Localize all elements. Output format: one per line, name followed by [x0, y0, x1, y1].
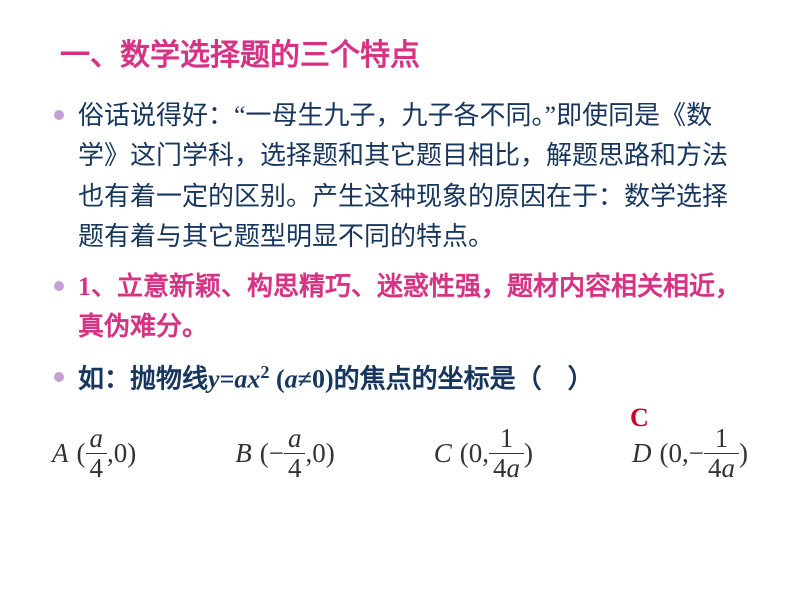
option-coord: (0,−14a): [660, 424, 748, 484]
math-cond-open: (: [269, 364, 284, 393]
example-suffix: 的焦点的坐标是（ ）: [334, 364, 594, 393]
math-cond-ne: ≠: [298, 364, 312, 393]
option-label: C: [434, 438, 452, 469]
option-label: B: [235, 438, 252, 469]
option-coord: (a4,0): [77, 424, 137, 484]
option-coord: (0,14a): [460, 424, 533, 484]
math-eq: =: [220, 364, 235, 393]
bullet-dot-icon: [54, 281, 64, 291]
slide-title: 一、数学选择题的三个特点: [60, 30, 750, 74]
math-cond-zero: 0): [312, 364, 334, 393]
math-a: a: [234, 364, 247, 393]
option-a: A (a4,0): [52, 424, 136, 484]
option-coord: (−a4,0): [260, 424, 335, 484]
option-label: D: [632, 438, 652, 469]
math-x: x: [247, 364, 260, 393]
example-prefix: 如：抛物线: [78, 364, 208, 393]
option-b: B (−a4,0): [235, 424, 334, 484]
math-y: y: [208, 364, 220, 393]
math-cond-a: a: [285, 364, 298, 393]
point-1: 1、立意新颖、构思精巧、迷惑性强，题材内容相关相近，真伪难分。: [50, 267, 750, 348]
option-c: C (0,14a): [434, 424, 533, 484]
point-1-text: 、立意新颖、构思精巧、迷惑性强，题材内容相关相近，真伪难分。: [78, 272, 741, 341]
bullet-dot-icon: [54, 110, 64, 120]
point-1-number: 1: [78, 272, 91, 301]
bullet-dot-icon: [54, 372, 64, 382]
example-line: 如：抛物线y=ax2 (a≠0)的焦点的坐标是（ ）: [50, 358, 750, 400]
option-d: D (0,−14a): [632, 424, 748, 484]
answer-mark: C: [630, 403, 649, 433]
paragraph-1: 俗话说得好：“一母生九子，九子各不同。”即使同是《数学》这门学科，选择题和其它题…: [50, 96, 750, 257]
slide: 一、数学选择题的三个特点 俗话说得好：“一母生九子，九子各不同。”即使同是《数学…: [0, 0, 800, 600]
option-label: A: [52, 438, 69, 469]
paragraph-1-text: 俗话说得好：“一母生九子，九子各不同。”即使同是《数学》这门学科，选择题和其它题…: [78, 101, 728, 251]
